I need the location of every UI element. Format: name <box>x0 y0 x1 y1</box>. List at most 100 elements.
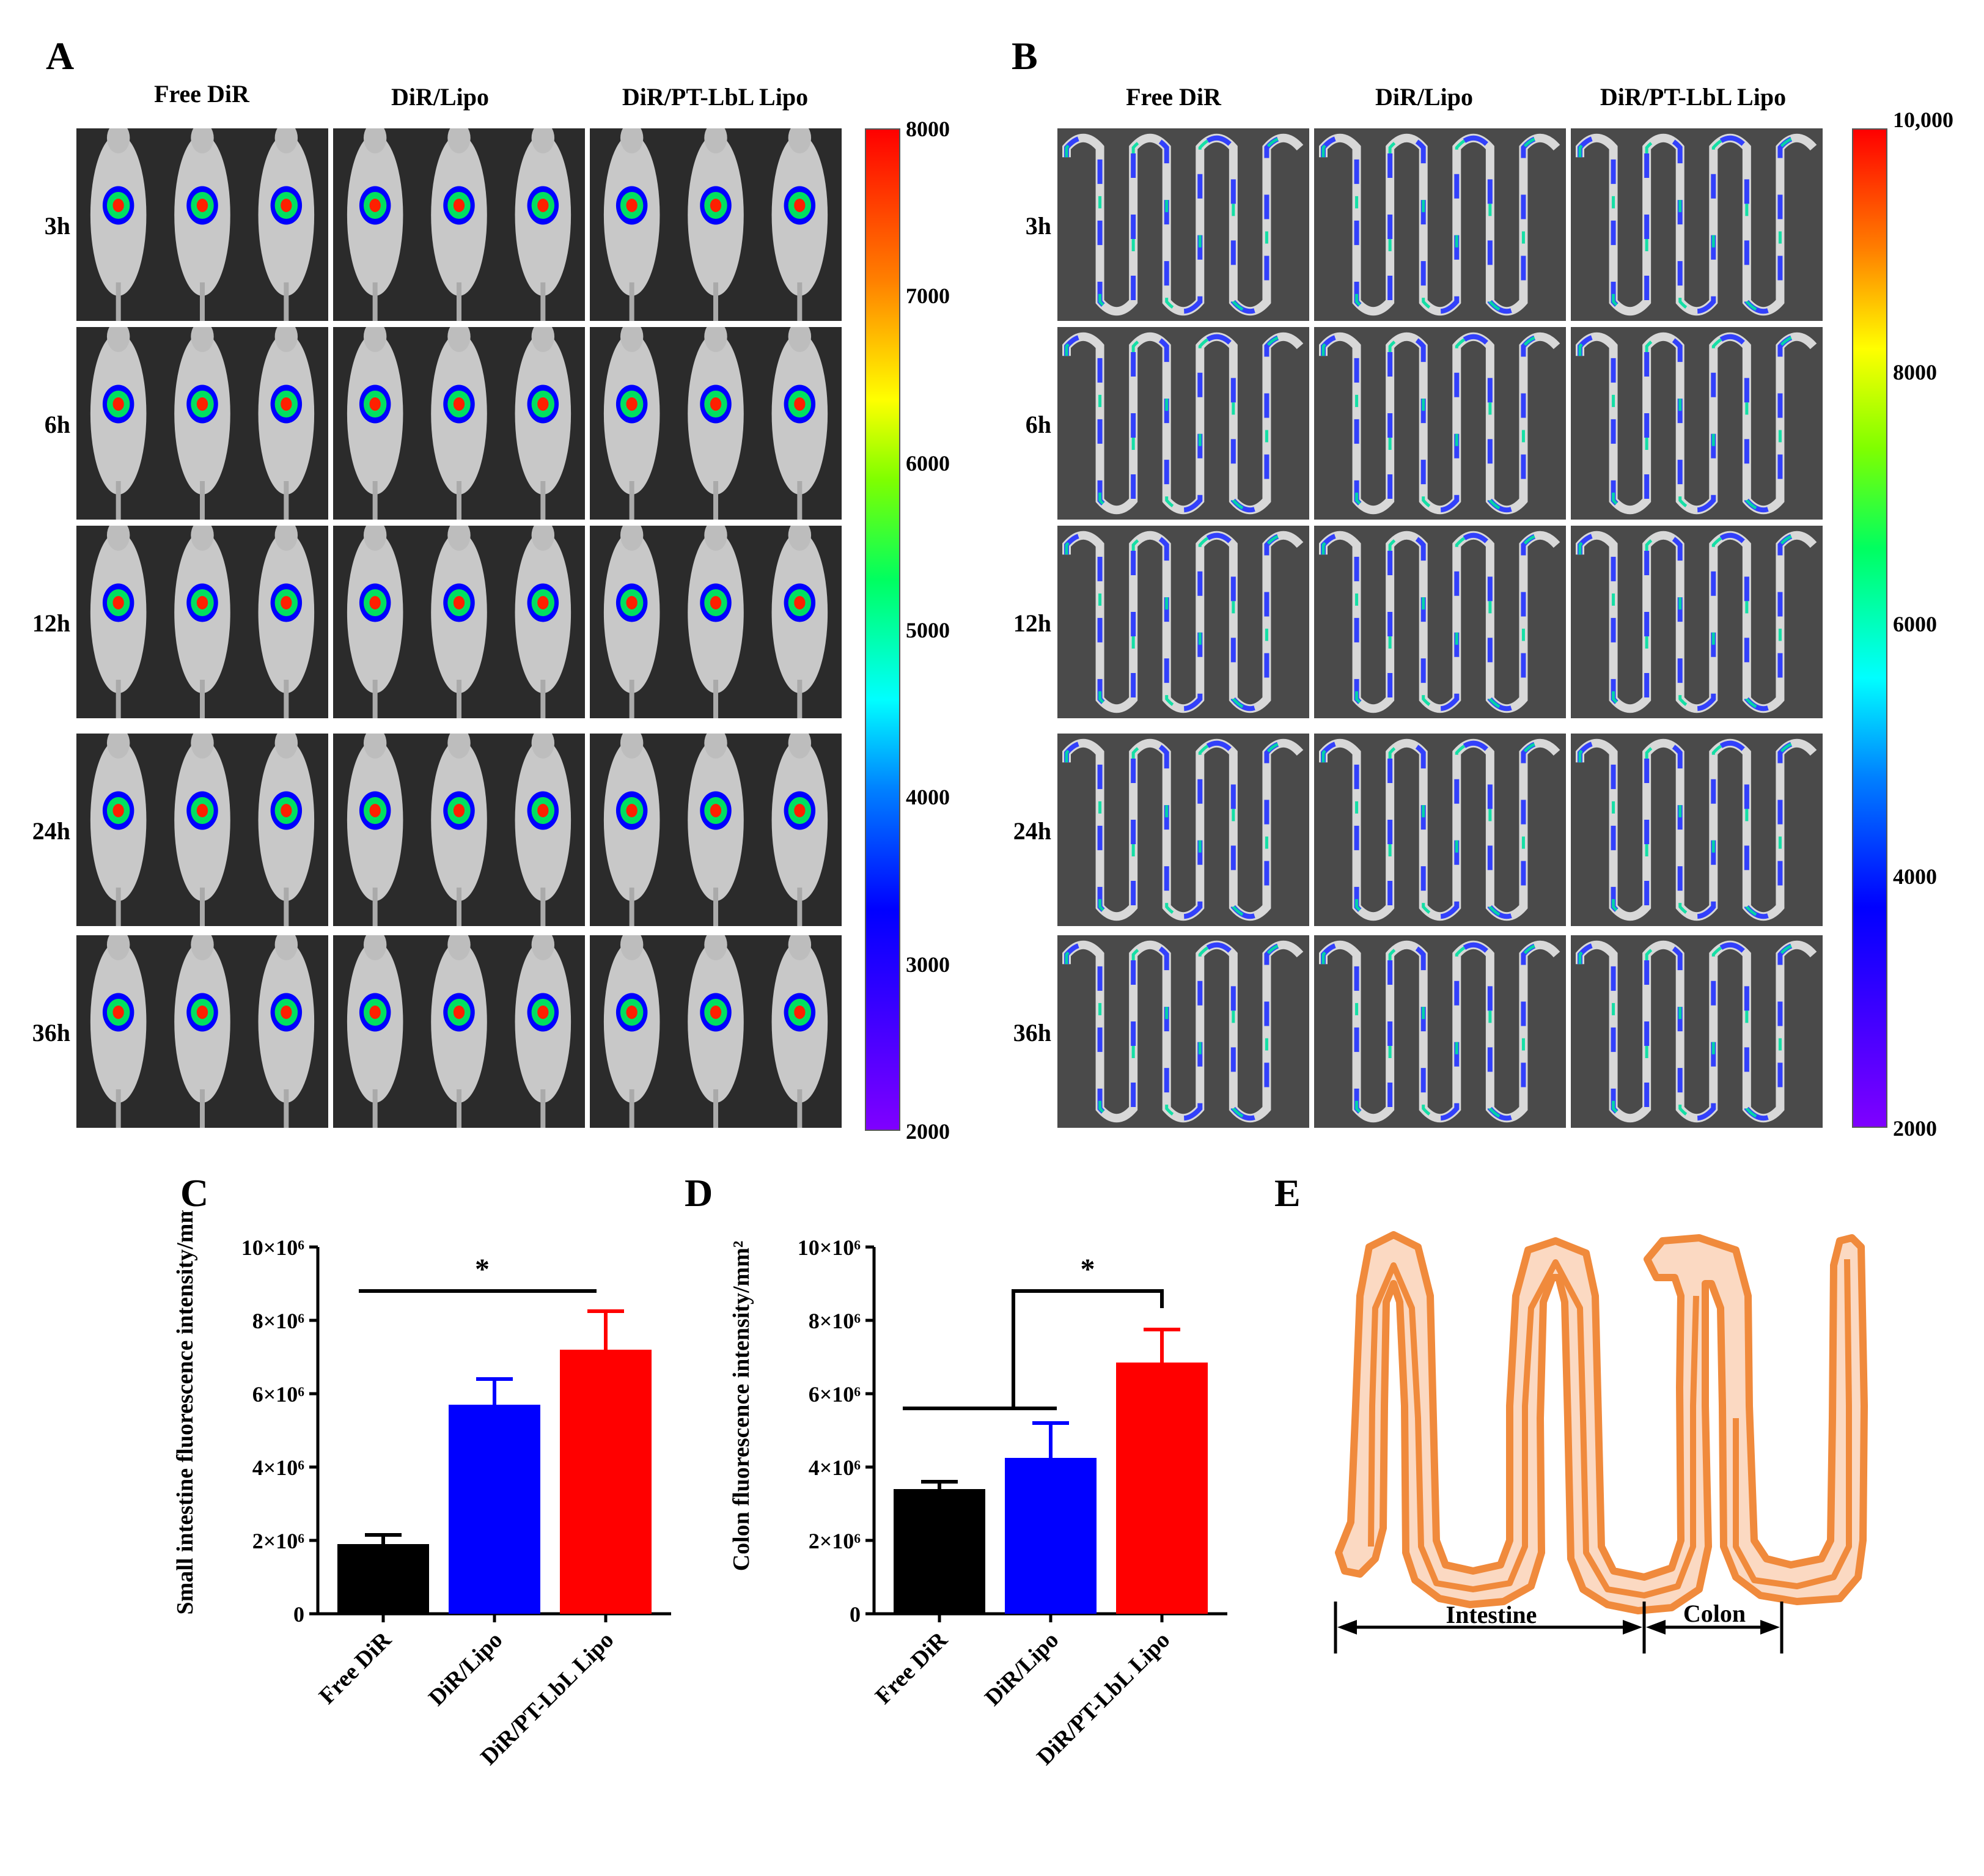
panel-a-letter: A <box>46 34 75 78</box>
panelB-image-tile <box>1057 526 1309 718</box>
panel-a-col-title-1: Free DiR <box>154 80 249 108</box>
panel-b-col-title-2: DiR/Lipo <box>1375 83 1474 111</box>
y-tick-label: 4×10⁶ <box>809 1455 861 1480</box>
panel-c-bar-chart: 0 2×10⁶ 4×10⁶ 6×10⁶ 8×10⁶ 10×10⁶ Small intesti… <box>172 1210 671 1770</box>
panelA-row-label: 12h <box>32 609 70 637</box>
mouse-fluorescence-image <box>90 526 315 718</box>
panel-a-col-title-3: DiR/PT-LbL Lipo <box>622 83 809 111</box>
bar-1 <box>449 1405 540 1614</box>
panelB-image-tile <box>1314 734 1566 926</box>
intestine-inner-line <box>1368 1259 1852 1598</box>
y-axis-label: Colon fluorescence intensity/mm² <box>729 1241 754 1572</box>
mouse-fluorescence-image <box>90 128 315 321</box>
panel-b-colorbar <box>1852 128 1887 1128</box>
panelB-image-tile <box>1571 935 1823 1128</box>
gut-fluorescence-image <box>1576 531 1817 713</box>
panelA-image-tile <box>76 935 328 1128</box>
gut-fluorescence-image <box>1319 940 1560 1123</box>
panelB-image-tile <box>1057 734 1309 926</box>
panelA-image-tile <box>590 327 842 520</box>
mouse-fluorescence-image <box>90 734 315 926</box>
panelA-image-tile <box>590 526 842 718</box>
gut-fluorescence-image <box>1319 531 1560 713</box>
panelA-image-tile <box>333 327 585 520</box>
bar-2 <box>1116 1363 1208 1614</box>
mouse-fluorescence-image <box>347 526 571 718</box>
intestine-label: Intestine <box>1446 1601 1537 1628</box>
colon-label: Colon <box>1683 1600 1746 1627</box>
gut-fluorescence-image <box>1576 332 1817 515</box>
panelA-row-label: 6h <box>44 410 70 438</box>
panelA-image-tile <box>590 128 842 321</box>
panel-b-letter: B <box>1012 34 1038 78</box>
panel-a-col-title-2: DiR/Lipo <box>391 83 490 111</box>
bar-0 <box>337 1544 429 1614</box>
y-tick-label: 0 <box>293 1602 304 1627</box>
y-tick-label: 2×10⁶ <box>809 1529 861 1553</box>
bar-0 <box>894 1489 985 1614</box>
mouse-fluorescence-image <box>347 327 571 520</box>
gut-fluorescence-image <box>1576 133 1817 316</box>
panel_a-colorbar-tick: 7000 <box>906 284 950 309</box>
significance-bracket <box>1012 1289 1164 1408</box>
panelB-image-tile <box>1057 128 1309 321</box>
panel_a-colorbar-tick: 8000 <box>906 117 950 141</box>
y-tick-label: 4×10⁶ <box>252 1455 305 1480</box>
bar-1 <box>1005 1458 1097 1614</box>
panel_b-colorbar-tick: 10,000 <box>1893 108 1953 132</box>
gut-fluorescence-image <box>1319 332 1560 515</box>
y-tick-label: 10×10⁶ <box>241 1235 305 1260</box>
panelA-image-tile <box>76 327 328 520</box>
panelB-image-tile <box>1314 526 1566 718</box>
panel-b-col-title-3: DiR/PT-LbL Lipo <box>1600 83 1787 111</box>
panel-b-col-title-1: Free DiR <box>1126 83 1221 111</box>
panelA-image-tile <box>590 734 842 926</box>
panelA-row-label: 24h <box>32 817 70 845</box>
mouse-fluorescence-image <box>347 128 571 321</box>
panelA-image-tile <box>76 526 328 718</box>
mouse-fluorescence-image <box>603 327 828 520</box>
panelA-image-tile <box>76 128 328 321</box>
panelB-image-tile <box>1314 327 1566 520</box>
y-tick-label: 6×10⁶ <box>809 1382 861 1407</box>
panelB-image-tile <box>1314 935 1566 1128</box>
dimension-arrows <box>1334 1602 1784 1653</box>
mouse-fluorescence-image <box>90 935 315 1128</box>
mouse-fluorescence-image <box>603 734 828 926</box>
panel_b-colorbar-tick: 2000 <box>1893 1116 1937 1141</box>
y-tick-label: 8×10⁶ <box>252 1309 305 1333</box>
panelA-image-tile <box>333 734 585 926</box>
mouse-fluorescence-image <box>603 526 828 718</box>
panel_a-colorbar-tick: 3000 <box>906 952 950 977</box>
panelB-row-label: 3h <box>1025 212 1051 240</box>
mouse-fluorescence-image <box>90 327 315 520</box>
mouse-fluorescence-image <box>603 935 828 1128</box>
panel-d-letter: D <box>685 1171 713 1215</box>
x-tick-label: Free DiR <box>314 1627 397 1709</box>
y-tick-label: 8×10⁶ <box>809 1309 861 1333</box>
y-tick-label: 10×10⁶ <box>798 1235 861 1260</box>
panelB-image-tile <box>1571 128 1823 321</box>
gut-fluorescence-image <box>1576 738 1817 921</box>
y-tick-label: 2×10⁶ <box>252 1529 305 1553</box>
x-tick-label: DiR/Lipo <box>424 1627 507 1711</box>
x-tick-label: Free DiR <box>870 1627 953 1709</box>
panelB-image-tile <box>1571 526 1823 718</box>
panelB-image-tile <box>1057 327 1309 520</box>
y-tick-label: 6×10⁶ <box>252 1382 305 1407</box>
panel-a-colorbar <box>865 128 900 1131</box>
y-axis-label: Small intestine fluorescence intensity/m… <box>172 1210 198 1615</box>
panelB-image-tile <box>1571 734 1823 926</box>
panelA-image-tile <box>76 734 328 926</box>
panel_a-colorbar-tick: 6000 <box>906 451 950 476</box>
significance-star: * <box>475 1253 490 1286</box>
gut-fluorescence-image <box>1319 133 1560 316</box>
panel-c-letter: C <box>180 1171 209 1215</box>
panelA-image-tile <box>590 935 842 1128</box>
gut-fluorescence-image <box>1062 940 1304 1123</box>
panelB-image-tile <box>1314 128 1566 321</box>
panelB-image-tile <box>1057 935 1309 1128</box>
panel_b-colorbar-tick: 8000 <box>1893 359 1937 384</box>
panelB-row-label: 24h <box>1013 817 1051 845</box>
panel_a-colorbar-tick: 5000 <box>906 618 950 642</box>
